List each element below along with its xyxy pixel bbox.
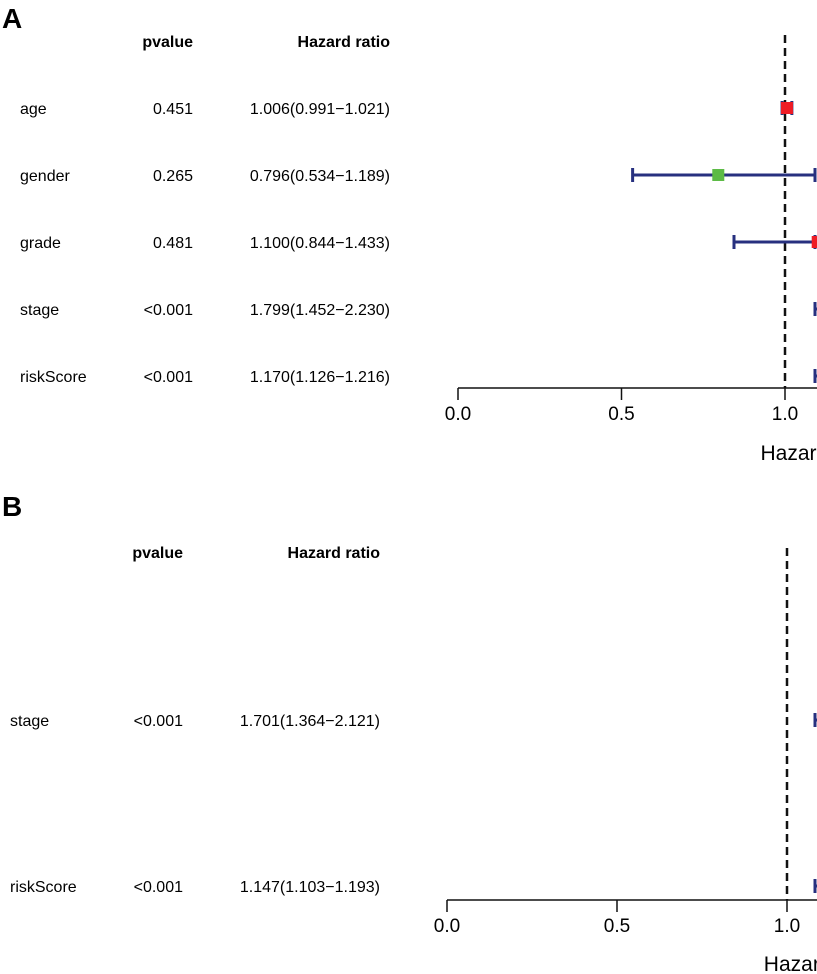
pvalue-value: <0.001 [134, 879, 183, 896]
variable-label: riskScore [10, 879, 77, 896]
hr-point [712, 169, 725, 181]
pvalue-value: <0.001 [144, 302, 193, 319]
x-tick-label: 0.5 [608, 404, 634, 425]
x-tick-label: 1.0 [774, 916, 800, 937]
pvalue-header: pvalue [132, 545, 183, 562]
pvalue-value: 0.265 [153, 168, 193, 185]
hazard-ratio-text: 1.147(1.103−1.193) [240, 879, 380, 896]
variable-label: stage [20, 302, 59, 319]
pvalue-value: 0.451 [153, 101, 193, 118]
x-axis-label: Hazard ratio [764, 953, 817, 974]
forest-row: stage <0.001 1.701(1.364−2.121) [10, 713, 817, 730]
x-tick-label: 0.5 [604, 916, 630, 937]
hazard-ratio-text: 1.100(0.844−1.433) [250, 235, 390, 252]
pvalue-header: pvalue [142, 34, 193, 51]
variable-label: riskScore [20, 369, 87, 386]
x-axis: 0.00.51.01.52.0Hazard ratio [434, 899, 817, 974]
forest-row: stage <0.001 1.799(1.452−2.230) [20, 302, 817, 319]
variable-label: gender [20, 168, 70, 185]
hazard-ratio-text: 1.799(1.452−2.230) [250, 302, 390, 319]
pvalue-value: <0.001 [144, 369, 193, 386]
hazard-ratio-text: 1.701(1.364−2.121) [240, 713, 380, 730]
x-tick-label: 1.0 [772, 404, 798, 425]
hazard-ratio-header: Hazard ratio [298, 34, 391, 51]
panel-letter: A [2, 3, 22, 34]
forest-row: riskScore <0.001 1.147(1.103−1.193) [10, 879, 817, 896]
x-axis: 0.00.51.01.52.0Hazard ratio [445, 387, 817, 465]
hr-point [780, 102, 793, 114]
x-axis-label: Hazard ratio [761, 442, 817, 465]
x-tick-label: 0.0 [434, 916, 460, 937]
forest-row: grade 0.481 1.100(0.844−1.433) [20, 235, 817, 252]
hazard-ratio-text: 0.796(0.534−1.189) [250, 168, 390, 185]
x-tick-label: 0.0 [445, 404, 471, 425]
pvalue-value: <0.001 [134, 713, 183, 730]
forest-row: gender 0.265 0.796(0.534−1.189) [20, 168, 817, 185]
variable-label: age [20, 101, 47, 118]
variable-label: grade [20, 235, 61, 252]
hazard-ratio-text: 1.006(0.991−1.021) [250, 101, 390, 118]
panel-letter: B [2, 491, 22, 522]
hazard-ratio-text: 1.170(1.126−1.216) [250, 369, 390, 386]
hr-point [811, 236, 817, 248]
pvalue-value: 0.481 [153, 235, 193, 252]
forest-row: riskScore <0.001 1.170(1.126−1.216) [20, 369, 817, 386]
hazard-ratio-header: Hazard ratio [288, 545, 381, 562]
variable-label: stage [10, 713, 49, 730]
forest-row: age 0.451 1.006(0.991−1.021) [20, 101, 794, 118]
